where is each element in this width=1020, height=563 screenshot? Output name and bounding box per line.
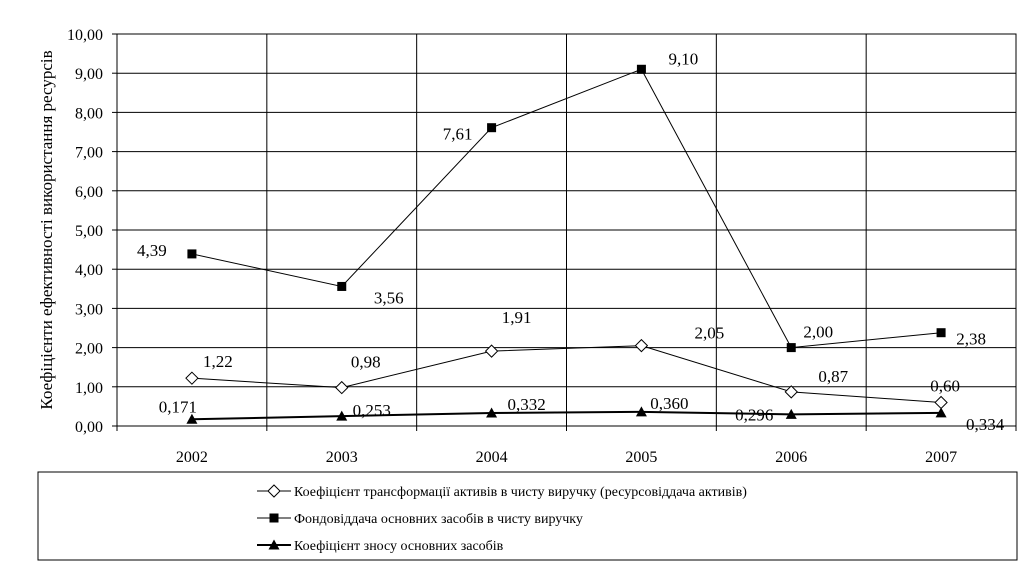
data-label: 0,60 <box>930 376 960 395</box>
series-depreciation-point <box>336 410 348 421</box>
data-label: 9,10 <box>669 49 699 68</box>
data-label: 2,00 <box>803 323 833 342</box>
series-depreciation-point <box>785 408 797 419</box>
legend-label: Коефіцієнт зносу основних засобів <box>294 539 504 554</box>
y-tick-label: 2,00 <box>75 341 103 358</box>
data-label: 0,171 <box>159 397 197 416</box>
x-tick-label: 2003 <box>326 449 358 466</box>
y-tick-label: 10,00 <box>67 27 103 44</box>
legend-marker <box>268 539 280 550</box>
data-label: 7,61 <box>443 125 473 144</box>
data-label: 0,334 <box>966 415 1005 434</box>
series-depreciation-point <box>635 406 647 417</box>
x-tick-label: 2006 <box>775 449 807 466</box>
legend-label: Фондовіддача основних засобів в чисту ви… <box>294 512 583 527</box>
series-asset-turnover-point <box>784 385 798 399</box>
x-tick-label: 2007 <box>925 449 957 466</box>
y-tick-label: 3,00 <box>75 301 103 318</box>
y-tick-label: 6,00 <box>75 184 103 201</box>
data-label: 0,296 <box>735 405 773 424</box>
series-fixed-asset-return-line <box>191 68 942 349</box>
x-tick-label: 2004 <box>476 449 508 466</box>
y-tick-label: 9,00 <box>75 66 103 83</box>
data-label: 1,22 <box>203 352 233 371</box>
data-label: 0,87 <box>818 367 848 386</box>
y-tick-label: 1,00 <box>75 380 103 397</box>
legend-marker <box>269 513 279 523</box>
series-asset-turnover-point <box>335 380 349 395</box>
y-axis-label: Коефіцієнти ефективності використання ре… <box>37 50 56 409</box>
data-label: 0,253 <box>353 401 391 420</box>
series-asset-turnover-point <box>934 395 948 410</box>
y-tick-label: 4,00 <box>75 262 103 279</box>
series-fixed-asset-return-point <box>337 281 347 291</box>
legend-box <box>37 471 1018 561</box>
data-label: 2,38 <box>956 330 986 349</box>
series-depreciation-point <box>186 413 198 424</box>
y-tick-label: 0,00 <box>75 419 103 436</box>
x-tick-label: 2002 <box>176 449 208 466</box>
data-label: 3,56 <box>374 288 404 307</box>
series-fixed-asset-return-point <box>786 343 796 353</box>
series-fixed-asset-return-point <box>936 328 946 338</box>
series-depreciation-point <box>935 407 947 418</box>
y-tick-label: 5,00 <box>75 223 103 240</box>
series-asset-turnover-point <box>484 344 499 358</box>
x-tick-label: 2005 <box>625 449 657 466</box>
data-label: 4,39 <box>137 241 167 260</box>
legend-label: Коефіцієнт трансформації активів в чисту… <box>294 485 747 500</box>
series-fixed-asset-return-point <box>636 64 646 74</box>
data-label: 2,05 <box>695 324 725 343</box>
y-tick-label: 8,00 <box>75 105 103 122</box>
y-tick-label: 7,00 <box>75 145 103 162</box>
series-depreciation-line <box>191 410 942 421</box>
series-depreciation-point <box>486 407 498 418</box>
data-label: 0,360 <box>650 394 688 413</box>
series-fixed-asset-return-point <box>187 249 197 259</box>
series-asset-turnover-point <box>634 338 649 353</box>
data-label: 0,332 <box>507 395 545 414</box>
data-label: 0,98 <box>351 353 381 372</box>
series-fixed-asset-return-point <box>487 123 497 133</box>
series-asset-turnover-point <box>185 371 199 385</box>
legend-marker <box>267 484 281 498</box>
series-asset-turnover-line <box>191 345 942 403</box>
data-label: 1,91 <box>502 308 532 327</box>
